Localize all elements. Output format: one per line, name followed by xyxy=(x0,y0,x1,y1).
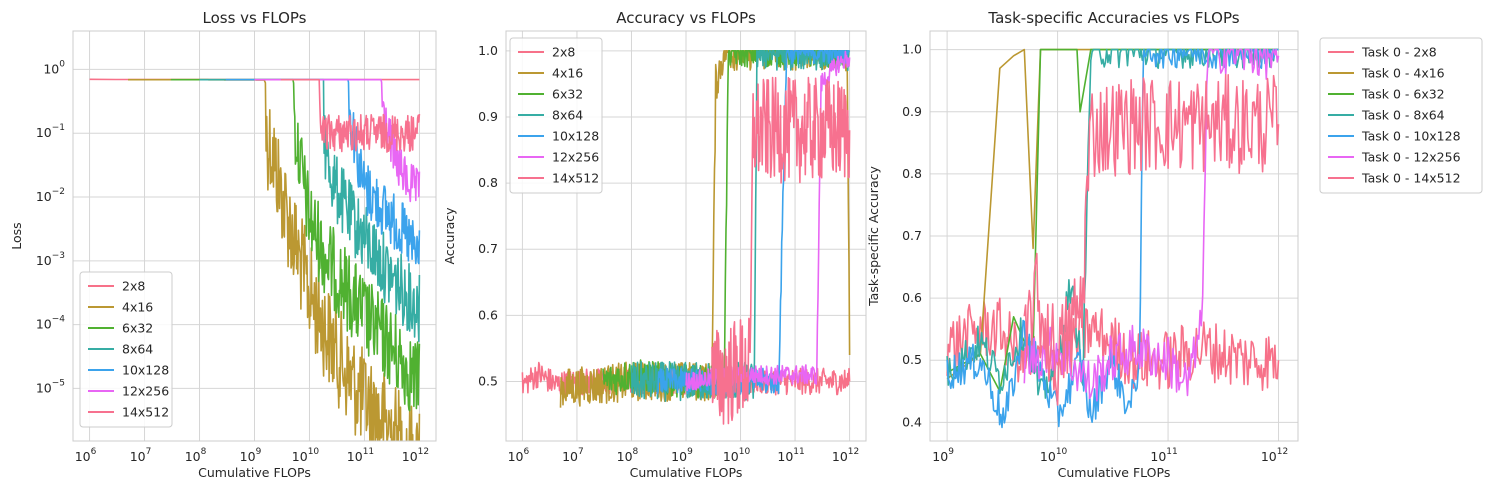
y-axis-label: Accuracy xyxy=(442,207,457,265)
legend-entry-label: 8x64 xyxy=(122,342,153,357)
y-tick-label: 1.0 xyxy=(902,42,922,57)
series-line-14x512 xyxy=(280,78,421,153)
x-tick-label: 1011 xyxy=(347,447,374,464)
legend-entry-label: Task 0 - 8x64 xyxy=(1361,108,1445,123)
y-tick-label: 0.6 xyxy=(902,290,922,305)
x-tick-label: 109 xyxy=(671,447,693,464)
legend-entry-label: Task 0 - 14x512 xyxy=(1361,171,1461,186)
legend-entry-label: Task 0 - 12x256 xyxy=(1361,150,1461,165)
y-tick-label: 0.4 xyxy=(902,414,922,429)
y-tick-label: 0.5 xyxy=(478,373,498,388)
x-tick-label: 1010 xyxy=(292,447,320,464)
x-tick-label: 109 xyxy=(240,447,262,464)
x-tick-label: 107 xyxy=(130,447,152,464)
y-axis-label: Task-specific Accuracy xyxy=(866,166,881,307)
y-tick-label: 0.8 xyxy=(478,175,498,190)
series-line-10x128 xyxy=(946,48,1279,429)
x-tick-label: 108 xyxy=(185,447,207,464)
x-tick-label: 108 xyxy=(617,447,639,464)
chart-title: Accuracy vs FLOPs xyxy=(616,9,756,27)
y-axis-label: Loss xyxy=(9,222,24,249)
legend-box xyxy=(79,271,173,428)
y-tick-label: 0.8 xyxy=(902,166,922,181)
legend: 2x8 4x16 6x32 8x64 10x128 12x256 14x512 xyxy=(79,271,173,428)
series-line-8x64 xyxy=(946,48,1279,399)
x-tick-label: 107 xyxy=(562,447,584,464)
legend-entry-label: 10x128 xyxy=(122,363,169,378)
y-tick-label: 0.9 xyxy=(478,109,498,124)
y-tick-label: 10−2 xyxy=(36,187,65,204)
x-tick-label: 106 xyxy=(508,447,530,464)
axes-frame xyxy=(72,30,437,442)
x-tick-label: 1011 xyxy=(777,447,804,464)
legend-entry-label: 14x512 xyxy=(122,405,169,420)
x-tick-label: 109 xyxy=(932,447,954,464)
y-tick-label: 0.7 xyxy=(902,228,922,243)
series-line-2x8 xyxy=(946,297,1280,392)
legend-entry-label: 12x256 xyxy=(552,150,599,165)
series-line-14x512 xyxy=(1023,73,1280,406)
axes-frame xyxy=(929,30,1299,442)
y-tick-label: 1.0 xyxy=(478,43,498,58)
x-axis-label: Cumulative FLOPs xyxy=(630,465,743,480)
y-tick-label: 10−3 xyxy=(36,251,65,268)
y-tick-label: 0.5 xyxy=(902,352,922,367)
legend: Task 0 - 2x8 Task 0 - 4x16 Task 0 - 6x32 Ta… xyxy=(1319,37,1483,194)
legend-entry-label: 6x32 xyxy=(122,321,153,336)
y-tick-label: 0.9 xyxy=(902,104,922,119)
y-tick-label: 10−4 xyxy=(36,315,65,332)
y-tick-label: 10−5 xyxy=(36,378,65,395)
legend-entry-label: Task 0 - 4x16 xyxy=(1361,66,1445,81)
x-axis-label: Cumulative FLOPs xyxy=(1058,465,1171,480)
legend-entry-label: Task 0 - 2x8 xyxy=(1361,45,1437,60)
legend-entry-label: Task 0 - 10x128 xyxy=(1361,129,1461,144)
legend-entry-label: 4x16 xyxy=(552,66,583,81)
chart-panel-1: 106 107 108 109 1010 1011 1012 10−5 10−4 10−3 10−2… xyxy=(9,9,437,480)
legend-entry-label: 12x256 xyxy=(122,384,169,399)
y-tick-label: 10−1 xyxy=(36,123,65,140)
legend-entry-label: 6x32 xyxy=(552,87,583,102)
x-tick-label: 106 xyxy=(75,447,97,464)
x-tick-label: 1010 xyxy=(723,447,751,464)
legend-box xyxy=(1319,37,1483,194)
x-tick-label: 1012 xyxy=(402,447,429,464)
legend-entry-label: Task 0 - 6x32 xyxy=(1361,87,1445,102)
legend: 2x8 4x16 6x32 8x64 10x128 12x256 14x512 xyxy=(509,37,603,194)
x-tick-label: 1012 xyxy=(1261,447,1288,464)
series-line-14x512 xyxy=(711,76,851,425)
y-tick-label: 0.6 xyxy=(478,307,498,322)
chart-panel-3: 109 1010 1011 1012 0.4 0.5 0.6 0.7 0.8 0.9 1.0 Task… xyxy=(866,9,1483,480)
x-axis-label: Cumulative FLOPs xyxy=(198,465,311,480)
legend-entry-label: 8x64 xyxy=(552,108,583,123)
legend-entry-label: 4x16 xyxy=(122,300,153,315)
legend-entry-label: 14x512 xyxy=(552,171,599,186)
legend-entry-label: 2x8 xyxy=(122,279,145,294)
y-tick-label: 0.7 xyxy=(478,241,498,256)
legend-entry-label: 10x128 xyxy=(552,129,599,144)
legend-entry-label: 2x8 xyxy=(552,45,575,60)
chart-title: Loss vs FLOPs xyxy=(203,9,307,27)
legend-box xyxy=(509,37,603,194)
x-tick-label: 1011 xyxy=(1150,447,1177,464)
chart-title: Task-specific Accuracies vs FLOPs xyxy=(987,9,1239,27)
x-tick-label: 1010 xyxy=(1040,447,1068,464)
chart-panel-2: 106 107 108 109 1010 1011 1012 0.5 0.6 0.7 0.8 0.9 1… xyxy=(442,9,867,480)
axes-frame xyxy=(505,30,867,442)
x-tick-label: 1012 xyxy=(832,447,859,464)
y-tick-label: 100 xyxy=(43,59,65,76)
